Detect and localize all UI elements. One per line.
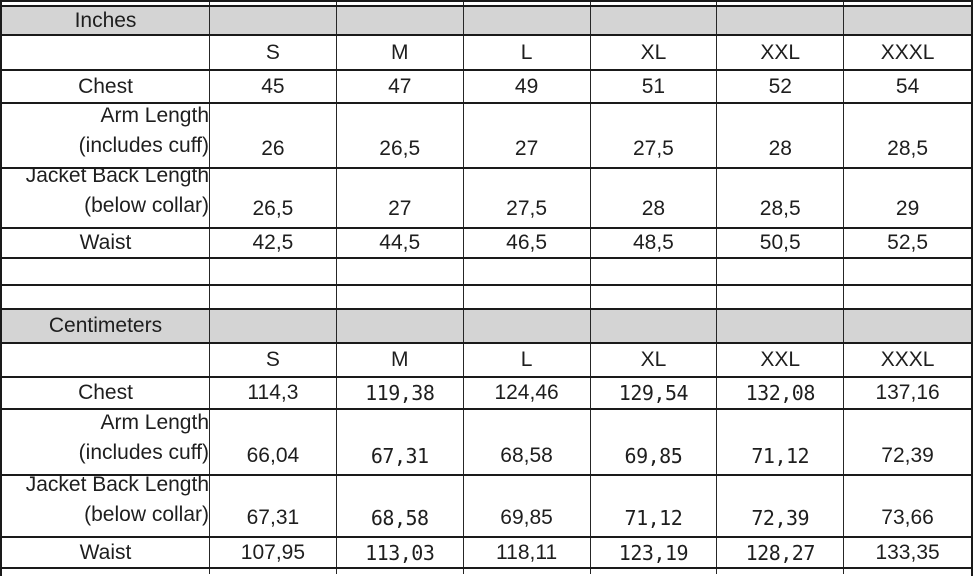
cm-size-header-xxl: XXL [717,344,845,376]
value-cell: 26 [210,104,337,167]
cm-arm-length-row: Arm Length (includes cuff) 66,04 67,31 6… [2,410,971,476]
row-label-chest: Chest [2,378,210,408]
value-cell: 29 [895,197,920,220]
row-label-line1: Jacket Back Length [25,169,209,187]
row-label-line2: (below collar) [84,194,209,217]
cm-size-header-m: M [337,344,464,376]
centimeters-size-header-row: S M L XL XXL XXXL [2,344,971,378]
value-cell: 124,46 [464,378,591,408]
value-cell: 123,19 [591,538,718,567]
inches-size-header-m: M [337,36,464,69]
inches-waist-row: Waist 42,5 44,5 46,5 48,5 50,5 52,5 [2,229,971,259]
inches-size-header-xl: XL [591,36,718,69]
value-cell: 50,5 [717,229,845,257]
bottom-partial-row [2,569,971,574]
value-cell: 68,58 [337,476,464,536]
value-cell: 28 [717,104,845,167]
inches-size-header-l: L [464,36,591,69]
value-cell: 46,5 [464,229,591,257]
value-cell: 114,3 [210,378,337,408]
cm-jacket-back-length-row: Jacket Back Length (below collar) 67,31 … [2,476,971,538]
value-cell: 73,66 [881,506,934,529]
cm-chest-row: Chest 114,3 119,38 124,46 129,54 132,08 … [2,378,971,410]
value-cell: 49 [464,71,591,102]
value-cell: 27,5 [464,169,591,227]
row-label-line1: Arm Length [100,104,209,127]
inches-size-header-row: S M L XL XXL XXXL [2,36,971,71]
value-cell: 48,5 [591,229,718,257]
inches-size-header-xxxl: XXXL [880,40,935,64]
row-label-line2: (includes cuff) [78,441,209,464]
value-cell: 26,5 [210,169,337,227]
value-cell: 69,85 [591,410,718,474]
value-cell: 68,58 [464,410,591,474]
value-cell: 133,35 [875,540,940,564]
empty-row [2,286,971,310]
value-cell: 28,5 [717,169,845,227]
row-label-line2: (includes cuff) [78,134,209,157]
value-cell: 67,31 [337,410,464,474]
cm-size-header-xl: XL [591,344,718,376]
value-cell: 71,12 [591,476,718,536]
value-cell: 72,39 [881,444,934,467]
value-cell: 69,85 [464,476,591,536]
cm-size-header-l: L [464,344,591,376]
value-cell: 118,11 [464,538,591,567]
value-cell: 66,04 [210,410,337,474]
value-cell: 28 [591,169,718,227]
value-cell: 27 [337,169,464,227]
inches-title-row: Inches [2,7,971,36]
value-cell: 128,27 [717,538,845,567]
value-cell: 129,54 [591,378,718,408]
value-cell: 67,31 [210,476,337,536]
row-label-jacket-back-length: Jacket Back Length (below collar) [2,169,210,227]
value-cell: 26,5 [337,104,464,167]
cm-size-header-xxxl: XXXL [880,348,935,371]
row-label-arm-length: Arm Length (includes cuff) [2,104,210,167]
value-cell: 54 [895,74,920,98]
row-label-waist: Waist [2,538,210,567]
empty-row [2,259,971,286]
value-cell: 28,5 [887,137,929,160]
value-cell: 52 [717,71,845,102]
inches-size-header-s: S [210,36,337,69]
inches-chest-row: Chest 45 47 49 51 52 54 [2,71,971,104]
value-cell: 52,5 [887,231,929,254]
row-label-arm-length: Arm Length (includes cuff) [2,410,210,474]
inches-section-title: Inches [2,7,210,34]
centimeters-title-row: Centimeters [2,310,971,344]
top-partial-row [2,0,971,7]
row-label-line2: (below collar) [84,503,209,526]
row-label-jacket-back-length: Jacket Back Length (below collar) [2,476,210,536]
inches-jacket-back-length-row: Jacket Back Length (below collar) 26,5 2… [2,169,971,229]
cm-size-header-s: S [210,344,337,376]
cm-waist-row: Waist 107,95 113,03 118,11 123,19 128,27… [2,538,971,569]
value-cell: 47 [337,71,464,102]
value-cell: 44,5 [337,229,464,257]
value-cell: 72,39 [717,476,845,536]
centimeters-section-title: Centimeters [2,310,210,342]
inches-arm-length-row: Arm Length (includes cuff) 26 26,5 27 27… [2,104,971,169]
value-cell: 45 [210,71,337,102]
value-cell: 119,38 [337,378,464,408]
value-cell: 113,03 [337,538,464,567]
value-cell: 51 [591,71,718,102]
row-label-waist: Waist [2,229,210,257]
row-label-line1: Arm Length [100,411,209,434]
value-cell: 27,5 [591,104,718,167]
value-cell: 42,5 [210,229,337,257]
value-cell: 132,08 [717,378,845,408]
value-cell: 137,16 [875,381,940,404]
value-cell: 71,12 [717,410,845,474]
inches-size-header-xxl: XXL [717,36,845,69]
value-cell: 27 [464,104,591,167]
value-cell: 107,95 [210,538,337,567]
row-label-chest: Chest [2,71,210,102]
row-label-line1: Jacket Back Length [25,476,209,496]
